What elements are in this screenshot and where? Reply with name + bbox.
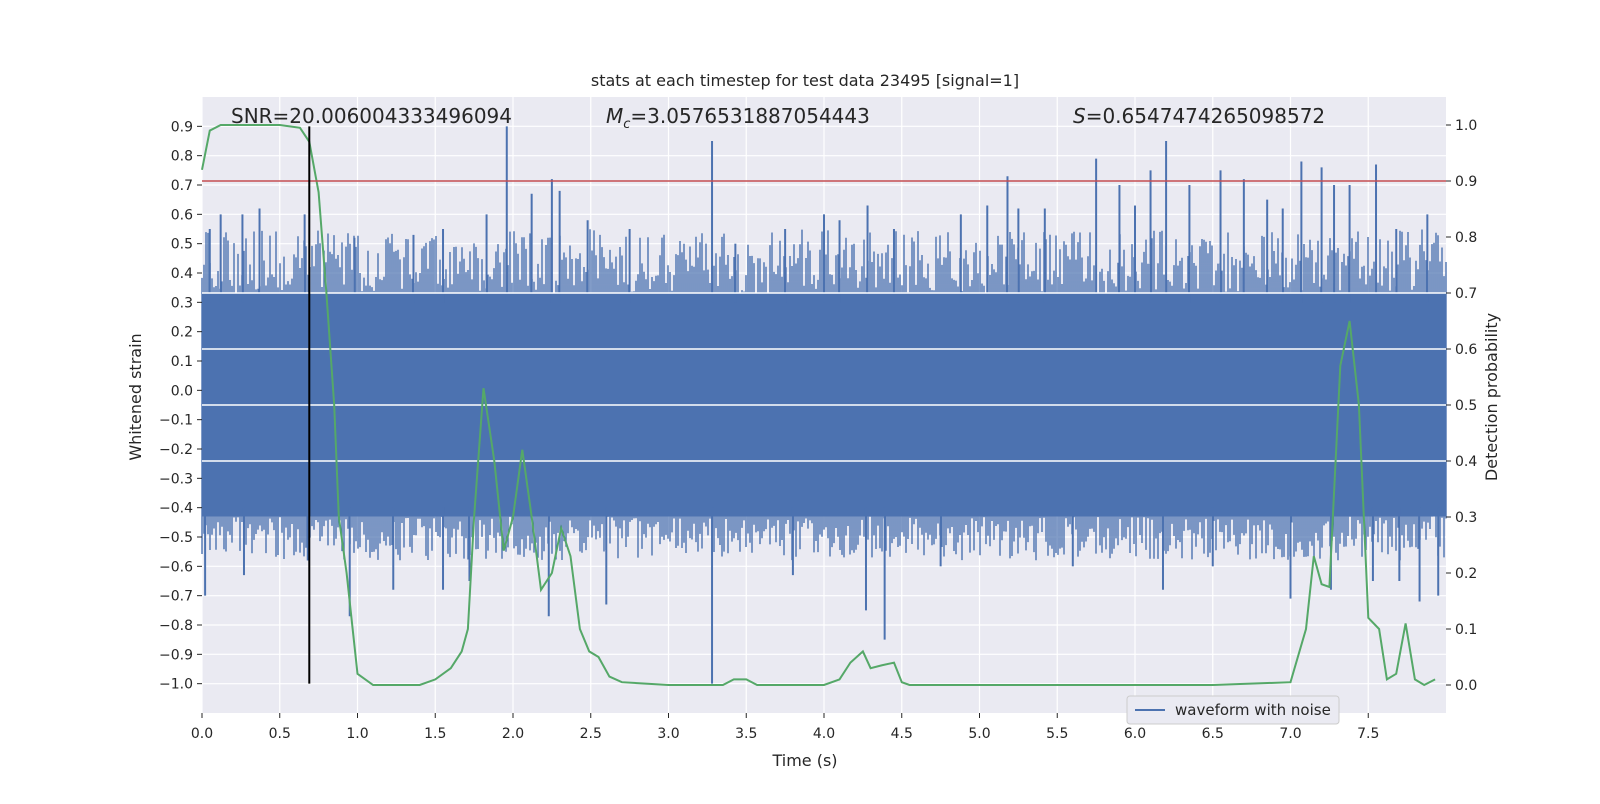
x-axis-label: Time (s) bbox=[771, 751, 837, 770]
legend-label-waveform: waveform with noise bbox=[1175, 701, 1331, 719]
mc-annotation: Mc=3.0576531887054443 bbox=[606, 104, 870, 132]
x-tick-label: 6.0 bbox=[1124, 726, 1146, 742]
x-tick-label: 2.5 bbox=[580, 726, 602, 742]
mc-subscript: c bbox=[623, 117, 630, 132]
y-tick-label: 0.4 bbox=[171, 266, 193, 282]
y2-tick-label: 0.7 bbox=[1455, 286, 1477, 302]
x-tick-label: 7.0 bbox=[1279, 726, 1301, 742]
y2-tick-label: 1.0 bbox=[1455, 118, 1477, 134]
y-axis-label: Whitened strain bbox=[126, 333, 145, 460]
y-tick-label: −0.9 bbox=[159, 647, 193, 663]
y-tick-label: 0.0 bbox=[171, 383, 193, 399]
y-tick-label: −0.8 bbox=[159, 618, 193, 634]
x-tick-label: 3.5 bbox=[735, 726, 757, 742]
y-tick-label: −0.7 bbox=[159, 589, 193, 605]
y2-tick-label: 0.6 bbox=[1455, 342, 1477, 358]
y2-tick-label: 0.2 bbox=[1455, 566, 1477, 582]
legend: waveform with noise bbox=[1126, 695, 1340, 725]
y-tick-label: −0.6 bbox=[159, 559, 193, 575]
y-tick-label: 0.3 bbox=[171, 295, 193, 311]
mc-symbol: M bbox=[606, 104, 623, 128]
y2-tick-label: 0.9 bbox=[1455, 174, 1477, 190]
mc-value: =3.0576531887054443 bbox=[630, 104, 869, 128]
y-tick-label: 0.8 bbox=[171, 149, 193, 165]
s-symbol: S bbox=[1073, 104, 1086, 128]
y-tick-label: −0.2 bbox=[159, 442, 193, 458]
x-tick-label: 4.0 bbox=[813, 726, 835, 742]
y2-axis-label: Detection probability bbox=[1482, 313, 1501, 481]
y2-tick-label: 0.0 bbox=[1455, 678, 1477, 694]
x-tick-label: 6.5 bbox=[1202, 726, 1224, 742]
y-tick-label: 0.2 bbox=[171, 325, 193, 341]
y-tick-label: 0.9 bbox=[171, 119, 193, 135]
y-tick-label: −1.0 bbox=[159, 677, 193, 693]
detection-probability-line bbox=[201, 124, 1436, 687]
y2-tick-label: 0.1 bbox=[1455, 622, 1477, 638]
y2-tick-label: 0.4 bbox=[1455, 454, 1477, 470]
chart-title: stats at each timestep for test data 234… bbox=[591, 71, 1019, 90]
x-tick-label: 0.5 bbox=[269, 726, 291, 742]
x-tick-label: 4.5 bbox=[891, 726, 913, 742]
y-tick-label: −0.1 bbox=[159, 413, 193, 429]
y-tick-label: −0.4 bbox=[159, 501, 193, 517]
y-tick-label: 0.5 bbox=[171, 237, 193, 253]
x-tick-label: 3.0 bbox=[657, 726, 679, 742]
y2-tick-label: 0.3 bbox=[1455, 510, 1477, 526]
y-tick-label: 0.6 bbox=[171, 207, 193, 223]
s-annotation: S=0.6547474265098572 bbox=[1073, 104, 1325, 128]
y2-tick-label: 0.5 bbox=[1455, 398, 1477, 414]
x-tick-label: 5.5 bbox=[1046, 726, 1068, 742]
waveform-noise-spikes bbox=[201, 229, 1447, 561]
x-tick-label: 5.0 bbox=[968, 726, 990, 742]
x-tick-label: 1.0 bbox=[346, 726, 368, 742]
y-tick-label: −0.5 bbox=[159, 530, 193, 546]
x-tick-label: 0.0 bbox=[191, 726, 213, 742]
y-tick-label: −0.3 bbox=[159, 471, 193, 487]
x-tick-label: 7.5 bbox=[1357, 726, 1379, 742]
legend-box bbox=[1126, 695, 1340, 725]
y-tick-label: 0.7 bbox=[171, 178, 193, 194]
s-value: =0.6547474265098572 bbox=[1086, 104, 1325, 128]
y2-tick-label: 0.8 bbox=[1455, 230, 1477, 246]
x-tick-label: 2.0 bbox=[502, 726, 524, 742]
x-tick-label: 1.5 bbox=[424, 726, 446, 742]
y-tick-label: 0.1 bbox=[171, 354, 193, 370]
snr-annotation: SNR=20.006004333496094 bbox=[231, 104, 512, 128]
